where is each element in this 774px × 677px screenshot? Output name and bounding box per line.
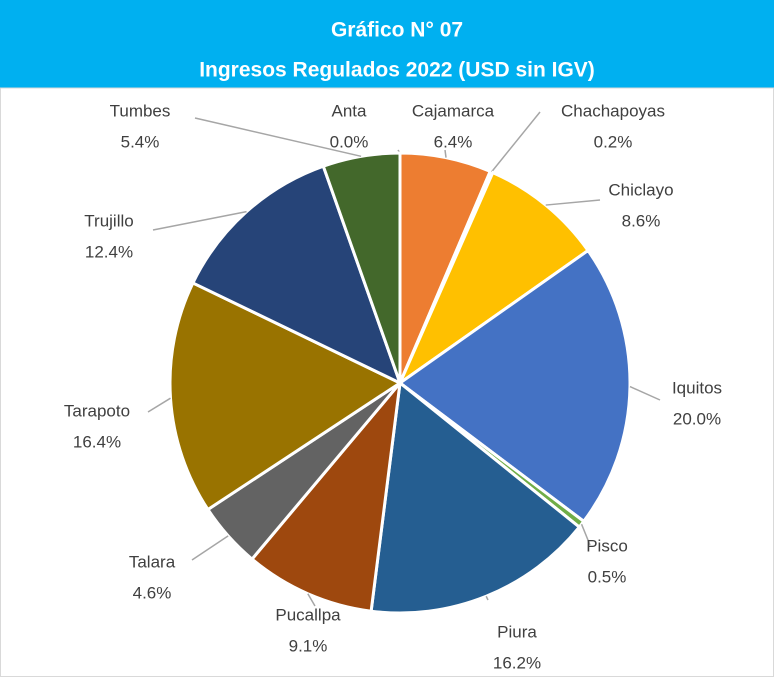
chart-title: Gráfico N° 07 bbox=[331, 19, 463, 42]
slice-label: Talara bbox=[129, 552, 176, 571]
slice-value-label: 8.6% bbox=[622, 211, 661, 230]
pie-slice bbox=[249, 378, 403, 613]
leader-line bbox=[485, 595, 489, 601]
slice-value-label: 12.4% bbox=[85, 242, 133, 261]
slice-value-label: 16.2% bbox=[493, 653, 541, 672]
slice-label: Iquitos bbox=[672, 378, 722, 397]
slice-label: Tumbes bbox=[110, 101, 171, 120]
slice-label: Piura bbox=[497, 622, 537, 641]
slice-value-label: 5.4% bbox=[121, 132, 160, 151]
slice-label: Tarapoto bbox=[64, 401, 130, 420]
pie-slice bbox=[397, 248, 632, 524]
header-band bbox=[0, 0, 774, 88]
slice-value-label: 0.2% bbox=[594, 132, 633, 151]
leader-line bbox=[444, 149, 447, 158]
slice-label: Anta bbox=[332, 101, 368, 120]
leader-line bbox=[147, 397, 171, 413]
pie-slice bbox=[321, 151, 402, 384]
chart-subtitle: Ingresos Regulados 2022 (USD sin IGV) bbox=[199, 59, 595, 82]
pie-slice bbox=[396, 170, 591, 388]
slice-value-label: 20.0% bbox=[673, 409, 721, 428]
leader-line bbox=[490, 111, 541, 173]
slice-label: Pisco bbox=[586, 536, 628, 555]
slice-label: Pucallpa bbox=[275, 605, 341, 624]
leader-line bbox=[307, 593, 316, 607]
slice-value-label: 9.1% bbox=[289, 636, 328, 655]
slice-label: Trujillo bbox=[84, 211, 133, 230]
slice-value-label: 0.0% bbox=[330, 132, 369, 151]
leader-line bbox=[629, 385, 661, 401]
leader-line bbox=[152, 210, 247, 231]
leader-line bbox=[191, 535, 229, 561]
leader-line bbox=[194, 117, 362, 158]
slice-label: Cajamarca bbox=[412, 101, 495, 120]
slice-value-label: 16.4% bbox=[73, 432, 121, 451]
slice-label: Chachapoyas bbox=[561, 101, 665, 120]
pie-slice bbox=[168, 280, 404, 512]
pie-slice bbox=[190, 164, 403, 386]
slice-label: Chiclayo bbox=[608, 180, 673, 199]
leader-line bbox=[580, 523, 591, 546]
slice-value-label: 4.6% bbox=[133, 583, 172, 602]
slice-value-label: 6.4% bbox=[434, 132, 473, 151]
slice-value-label: 0.5% bbox=[588, 567, 627, 586]
pie-slice bbox=[369, 380, 582, 615]
leader-line bbox=[545, 199, 601, 206]
